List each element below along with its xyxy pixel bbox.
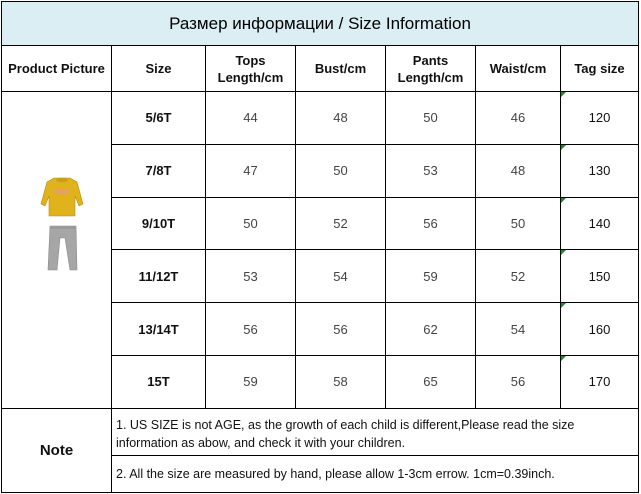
tops-length-cell: 59 bbox=[206, 356, 296, 409]
tag-size-value: 150 bbox=[588, 268, 611, 284]
corner-marker-icon bbox=[561, 250, 566, 256]
header-waist: Waist/cm bbox=[476, 46, 561, 92]
header-tops-length: Tops Length/cm bbox=[206, 46, 296, 92]
tag-size-cell: 160 bbox=[561, 303, 638, 356]
header-pants-length-label: Pants Length/cm bbox=[397, 52, 464, 85]
tag-size-value: 130 bbox=[588, 163, 611, 179]
tag-size-value: 140 bbox=[588, 215, 611, 231]
corner-marker-icon bbox=[561, 92, 566, 97]
bust-cell: 56 bbox=[296, 303, 386, 356]
product-picture-cell bbox=[2, 92, 112, 409]
waist-cell: 52 bbox=[476, 250, 561, 304]
note-label: Note bbox=[2, 409, 112, 492]
tag-size-cell: 120 bbox=[561, 92, 638, 145]
note-line-2: 2. All the size are measured by hand, pl… bbox=[116, 467, 555, 481]
size-cell: 11/12T bbox=[112, 250, 206, 304]
tag-size-value: 160 bbox=[588, 321, 611, 337]
tops-length-cell: 47 bbox=[206, 144, 296, 198]
tag-size-value: 120 bbox=[588, 110, 611, 126]
tops-length-cell: 50 bbox=[206, 197, 296, 251]
tag-size-cell: 150 bbox=[561, 250, 638, 304]
corner-marker-icon bbox=[561, 356, 566, 361]
table-title: Размер информации / Size Information bbox=[2, 2, 638, 46]
corner-marker-icon bbox=[561, 144, 566, 150]
pants-length-cell: 56 bbox=[386, 197, 476, 251]
waist-cell: 50 bbox=[476, 197, 561, 251]
bust-cell: 48 bbox=[296, 92, 386, 145]
header-tops-length-label: Tops Length/cm bbox=[217, 52, 284, 85]
bust-cell: 50 bbox=[296, 144, 386, 198]
tag-size-cell: 130 bbox=[561, 144, 638, 198]
header-product-picture: Product Picture bbox=[2, 46, 112, 92]
tops-length-cell: 53 bbox=[206, 250, 296, 304]
header-bust: Bust/cm bbox=[296, 46, 386, 92]
note-line-1: 1. US SIZE is not AGE, as the growth of … bbox=[112, 409, 638, 456]
header-tag-size: Tag size bbox=[561, 46, 638, 92]
corner-marker-icon bbox=[561, 197, 566, 203]
pants-length-cell: 53 bbox=[386, 144, 476, 198]
tag-size-cell: 140 bbox=[561, 197, 638, 251]
pants-length-cell: 65 bbox=[386, 356, 476, 409]
pants-length-cell: 62 bbox=[386, 303, 476, 356]
corner-marker-icon bbox=[561, 303, 566, 309]
bust-cell: 54 bbox=[296, 250, 386, 304]
size-cell: 9/10T bbox=[112, 197, 206, 251]
tag-size-cell: 170 bbox=[561, 356, 638, 409]
bust-cell: 52 bbox=[296, 197, 386, 251]
pants-icon bbox=[47, 225, 78, 271]
tops-length-cell: 44 bbox=[206, 92, 296, 145]
size-cell: 13/14T bbox=[112, 303, 206, 356]
size-cell: 7/8T bbox=[112, 144, 206, 198]
bust-cell: 58 bbox=[296, 356, 386, 409]
waist-cell: 46 bbox=[476, 92, 561, 145]
header-pants-length: Pants Length/cm bbox=[386, 46, 476, 92]
waist-cell: 56 bbox=[476, 356, 561, 409]
size-cell: 15T bbox=[112, 356, 206, 409]
tops-length-cell: 56 bbox=[206, 303, 296, 356]
size-cell: 5/6T bbox=[112, 92, 206, 145]
header-size: Size bbox=[112, 46, 206, 92]
sweatshirt-icon bbox=[40, 177, 84, 217]
pants-length-cell: 59 bbox=[386, 250, 476, 304]
waist-cell: 54 bbox=[476, 303, 561, 356]
tag-size-value: 170 bbox=[588, 374, 611, 390]
waist-cell: 48 bbox=[476, 144, 561, 198]
product-image bbox=[40, 177, 84, 271]
pants-length-cell: 50 bbox=[386, 92, 476, 145]
